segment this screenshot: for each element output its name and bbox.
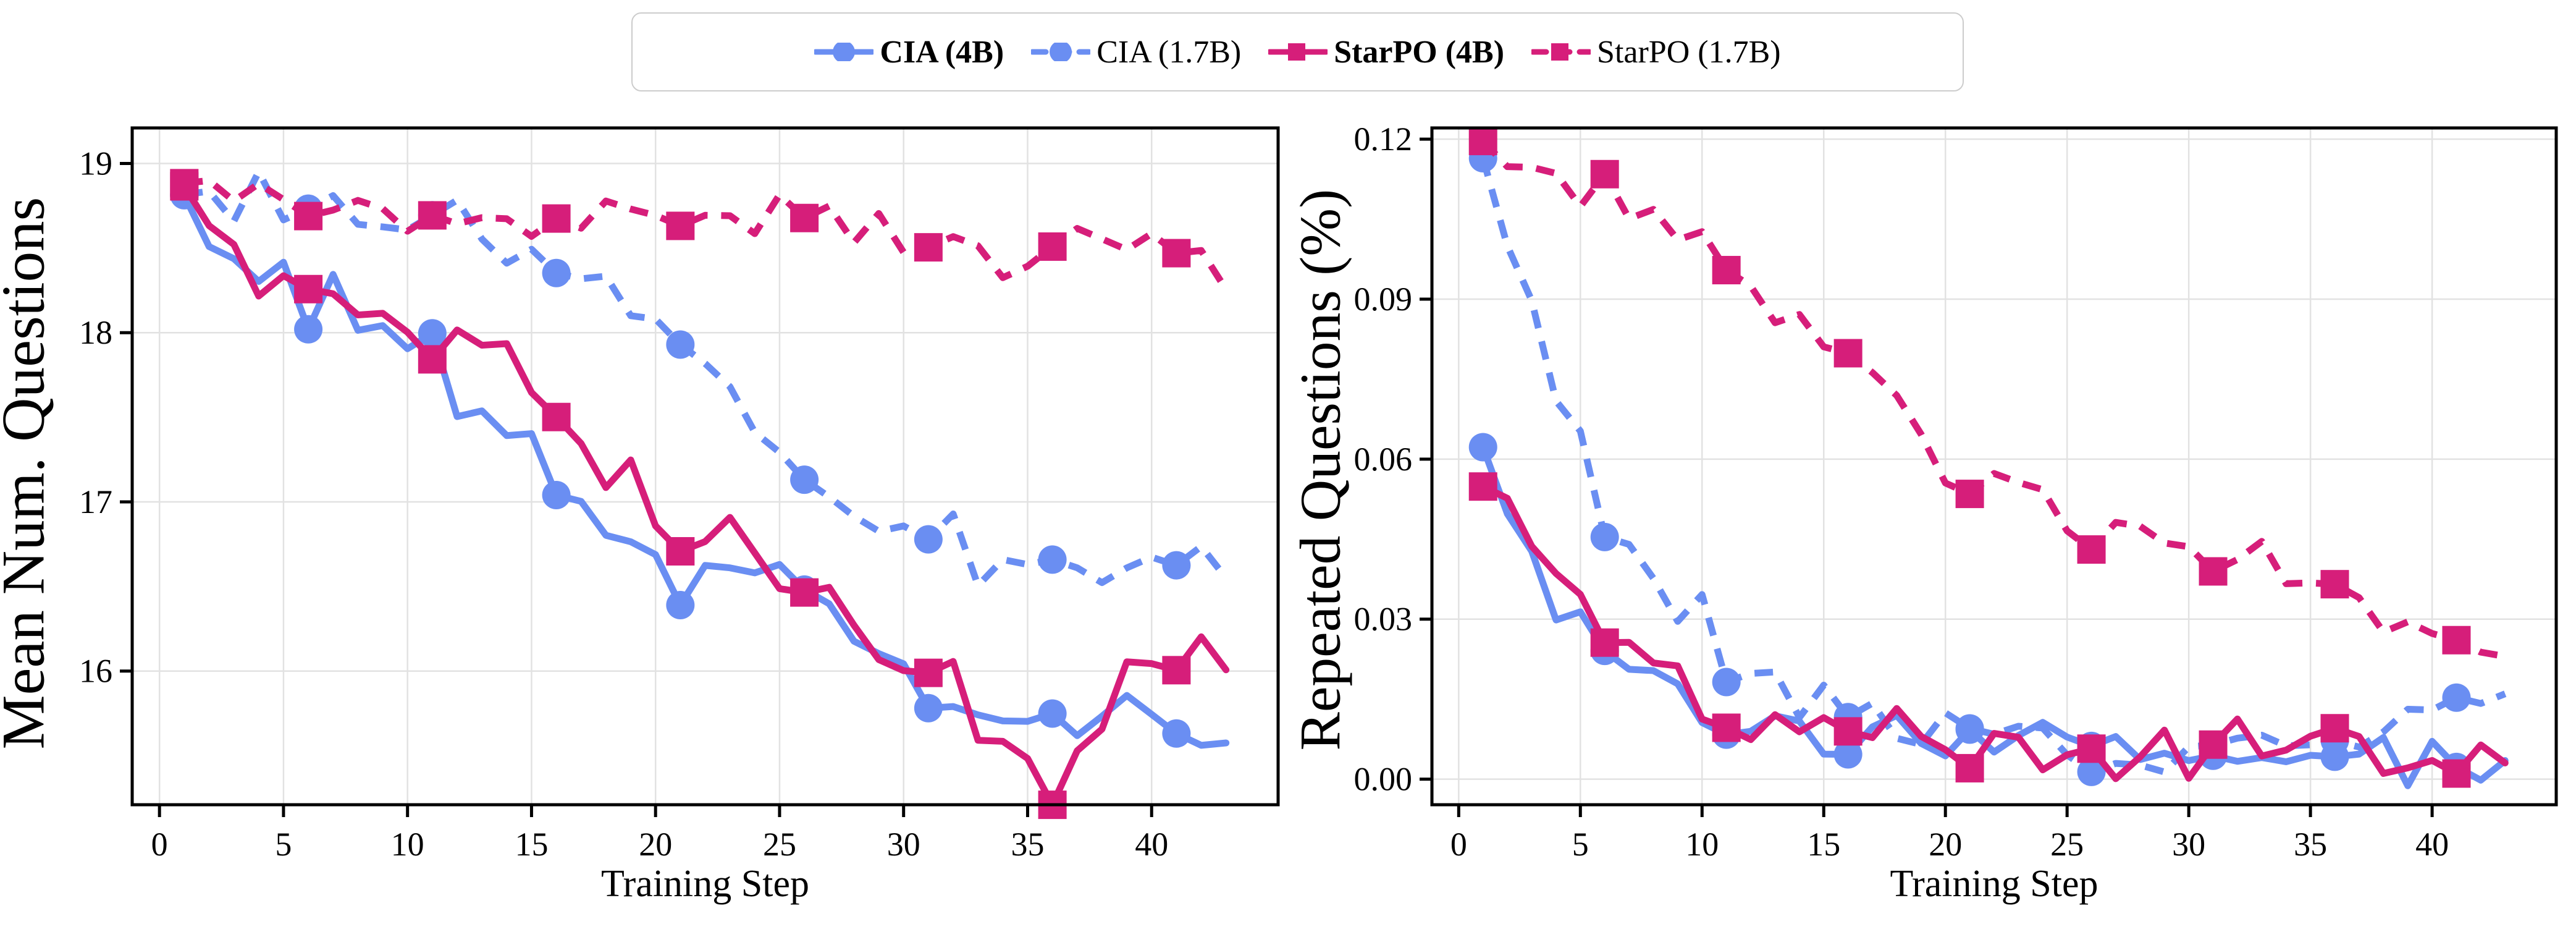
svg-text:40: 40 [2415, 826, 2449, 863]
svg-text:10: 10 [391, 826, 424, 863]
svg-text:0.09: 0.09 [1354, 281, 1413, 318]
svg-text:40: 40 [1135, 826, 1168, 863]
svg-text:0.00: 0.00 [1354, 761, 1413, 798]
svg-text:30: 30 [2172, 826, 2205, 863]
svg-text:20: 20 [639, 826, 672, 863]
svg-text:18: 18 [79, 314, 112, 351]
svg-text:0.12: 0.12 [1354, 121, 1413, 158]
svg-text:19: 19 [79, 145, 112, 182]
svg-text:25: 25 [2050, 826, 2084, 863]
svg-text:35: 35 [2294, 826, 2327, 863]
svg-text:10: 10 [1685, 826, 1719, 863]
svg-text:16: 16 [79, 653, 112, 690]
svg-text:5: 5 [275, 826, 292, 863]
svg-text:0: 0 [1450, 826, 1467, 863]
svg-text:0.06: 0.06 [1354, 441, 1413, 478]
svg-text:30: 30 [887, 826, 920, 863]
svg-text:15: 15 [1807, 826, 1840, 863]
svg-text:35: 35 [1011, 826, 1044, 863]
svg-text:20: 20 [1929, 826, 1962, 863]
svg-text:0: 0 [151, 826, 168, 863]
svg-text:25: 25 [763, 826, 796, 863]
svg-text:15: 15 [515, 826, 548, 863]
svg-text:0.03: 0.03 [1354, 601, 1413, 638]
svg-text:17: 17 [79, 483, 112, 520]
svg-text:5: 5 [1572, 826, 1589, 863]
